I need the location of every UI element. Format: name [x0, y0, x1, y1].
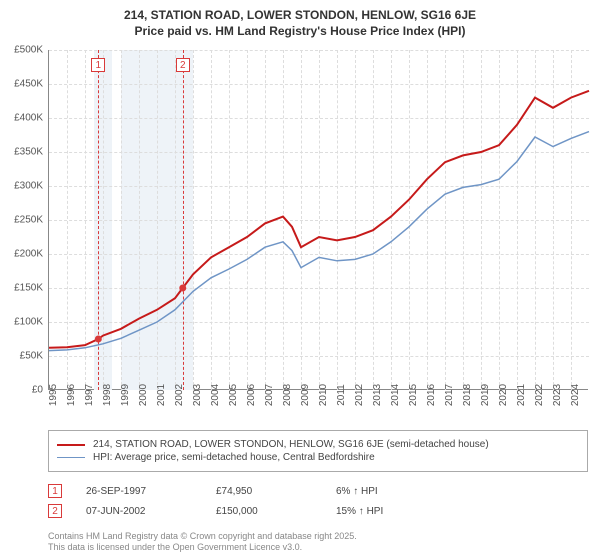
x-axis-label: 2022 [534, 384, 545, 406]
x-axis-label: 2023 [552, 384, 563, 406]
x-axis-label: 2020 [498, 384, 509, 406]
annotation-row: 1 26-SEP-1997£74,9506% ↑ HPI [48, 484, 588, 498]
annotation-price: £150,000 [216, 506, 336, 517]
x-axis-label: 2024 [570, 384, 581, 406]
series-hpi [49, 132, 589, 351]
marker-box: 1 [91, 58, 105, 72]
x-axis-label: 1999 [120, 384, 131, 406]
x-axis-label: 2005 [228, 384, 239, 406]
chart-title: 214, STATION ROAD, LOWER STONDON, HENLOW… [0, 0, 600, 39]
y-axis-label: £0 [32, 385, 43, 396]
y-axis-label: £300K [14, 181, 43, 192]
x-axis-label: 2013 [372, 384, 383, 406]
title-line-1: 214, STATION ROAD, LOWER STONDON, HENLOW… [0, 8, 600, 24]
y-axis-label: £200K [14, 249, 43, 260]
legend-label: 214, STATION ROAD, LOWER STONDON, HENLOW… [93, 439, 489, 450]
x-axis-label: 2015 [408, 384, 419, 406]
annotation-date: 26-SEP-1997 [86, 486, 216, 497]
y-axis-label: £450K [14, 79, 43, 90]
sale-point-dot [179, 285, 186, 292]
annotation-box: 2 [48, 504, 62, 518]
plot-region: 12 [48, 50, 588, 390]
x-axis-label: 2000 [138, 384, 149, 406]
annotation-pct: 6% ↑ HPI [336, 486, 456, 497]
x-axis-label: 2002 [174, 384, 185, 406]
y-axis-label: £150K [14, 283, 43, 294]
legend-label: HPI: Average price, semi-detached house,… [93, 452, 375, 463]
marker-box: 2 [176, 58, 190, 72]
x-axis-label: 2021 [516, 384, 527, 406]
y-axis-label: £100K [14, 317, 43, 328]
legend-swatch [57, 444, 85, 446]
annotation-box: 1 [48, 484, 62, 498]
x-axis-label: 2010 [318, 384, 329, 406]
footer-line-1: Contains HM Land Registry data © Crown c… [48, 531, 357, 543]
annotations-block: 1 26-SEP-1997£74,9506% ↑ HPI 2 07-JUN-2002£… [48, 478, 588, 524]
x-axis-label: 2012 [354, 384, 365, 406]
y-axis-label: £250K [14, 215, 43, 226]
legend-item: HPI: Average price, semi-detached house,… [57, 452, 579, 463]
legend-item: 214, STATION ROAD, LOWER STONDON, HENLOW… [57, 439, 579, 450]
annotation-price: £74,950 [216, 486, 336, 497]
title-line-2: Price paid vs. HM Land Registry's House … [0, 24, 600, 40]
y-axis-label: £350K [14, 147, 43, 158]
x-axis-label: 1997 [84, 384, 95, 406]
x-axis-label: 2006 [246, 384, 257, 406]
x-axis-label: 2004 [210, 384, 221, 406]
chart-svg [49, 50, 589, 390]
legend-swatch [57, 457, 85, 458]
chart-container: 214, STATION ROAD, LOWER STONDON, HENLOW… [0, 0, 600, 560]
annotation-row: 2 07-JUN-2002£150,00015% ↑ HPI [48, 504, 588, 518]
annotation-date: 07-JUN-2002 [86, 506, 216, 517]
x-axis-label: 2019 [480, 384, 491, 406]
x-axis-label: 2009 [300, 384, 311, 406]
y-axis-label: £400K [14, 113, 43, 124]
x-axis-label: 2007 [264, 384, 275, 406]
annotation-pct: 15% ↑ HPI [336, 506, 456, 517]
chart-area: 12 £0£50K£100K£150K£200K£250K£300K£350K£… [48, 50, 588, 390]
series-property [49, 91, 589, 348]
x-axis-label: 2003 [192, 384, 203, 406]
x-axis-label: 2011 [336, 384, 347, 406]
x-axis-label: 2001 [156, 384, 167, 406]
x-axis-label: 1998 [102, 384, 113, 406]
x-axis-label: 1995 [48, 384, 59, 406]
y-axis-label: £50K [20, 351, 43, 362]
sale-point-dot [95, 336, 102, 343]
x-axis-label: 2008 [282, 384, 293, 406]
footer-line-2: This data is licensed under the Open Gov… [48, 542, 357, 554]
x-axis-label: 2014 [390, 384, 401, 406]
legend: 214, STATION ROAD, LOWER STONDON, HENLOW… [48, 430, 588, 472]
x-axis-label: 2017 [444, 384, 455, 406]
footer-attribution: Contains HM Land Registry data © Crown c… [48, 531, 357, 554]
x-axis-label: 2018 [462, 384, 473, 406]
x-axis-label: 1996 [66, 384, 77, 406]
x-axis-label: 2016 [426, 384, 437, 406]
y-axis-label: £500K [14, 45, 43, 56]
